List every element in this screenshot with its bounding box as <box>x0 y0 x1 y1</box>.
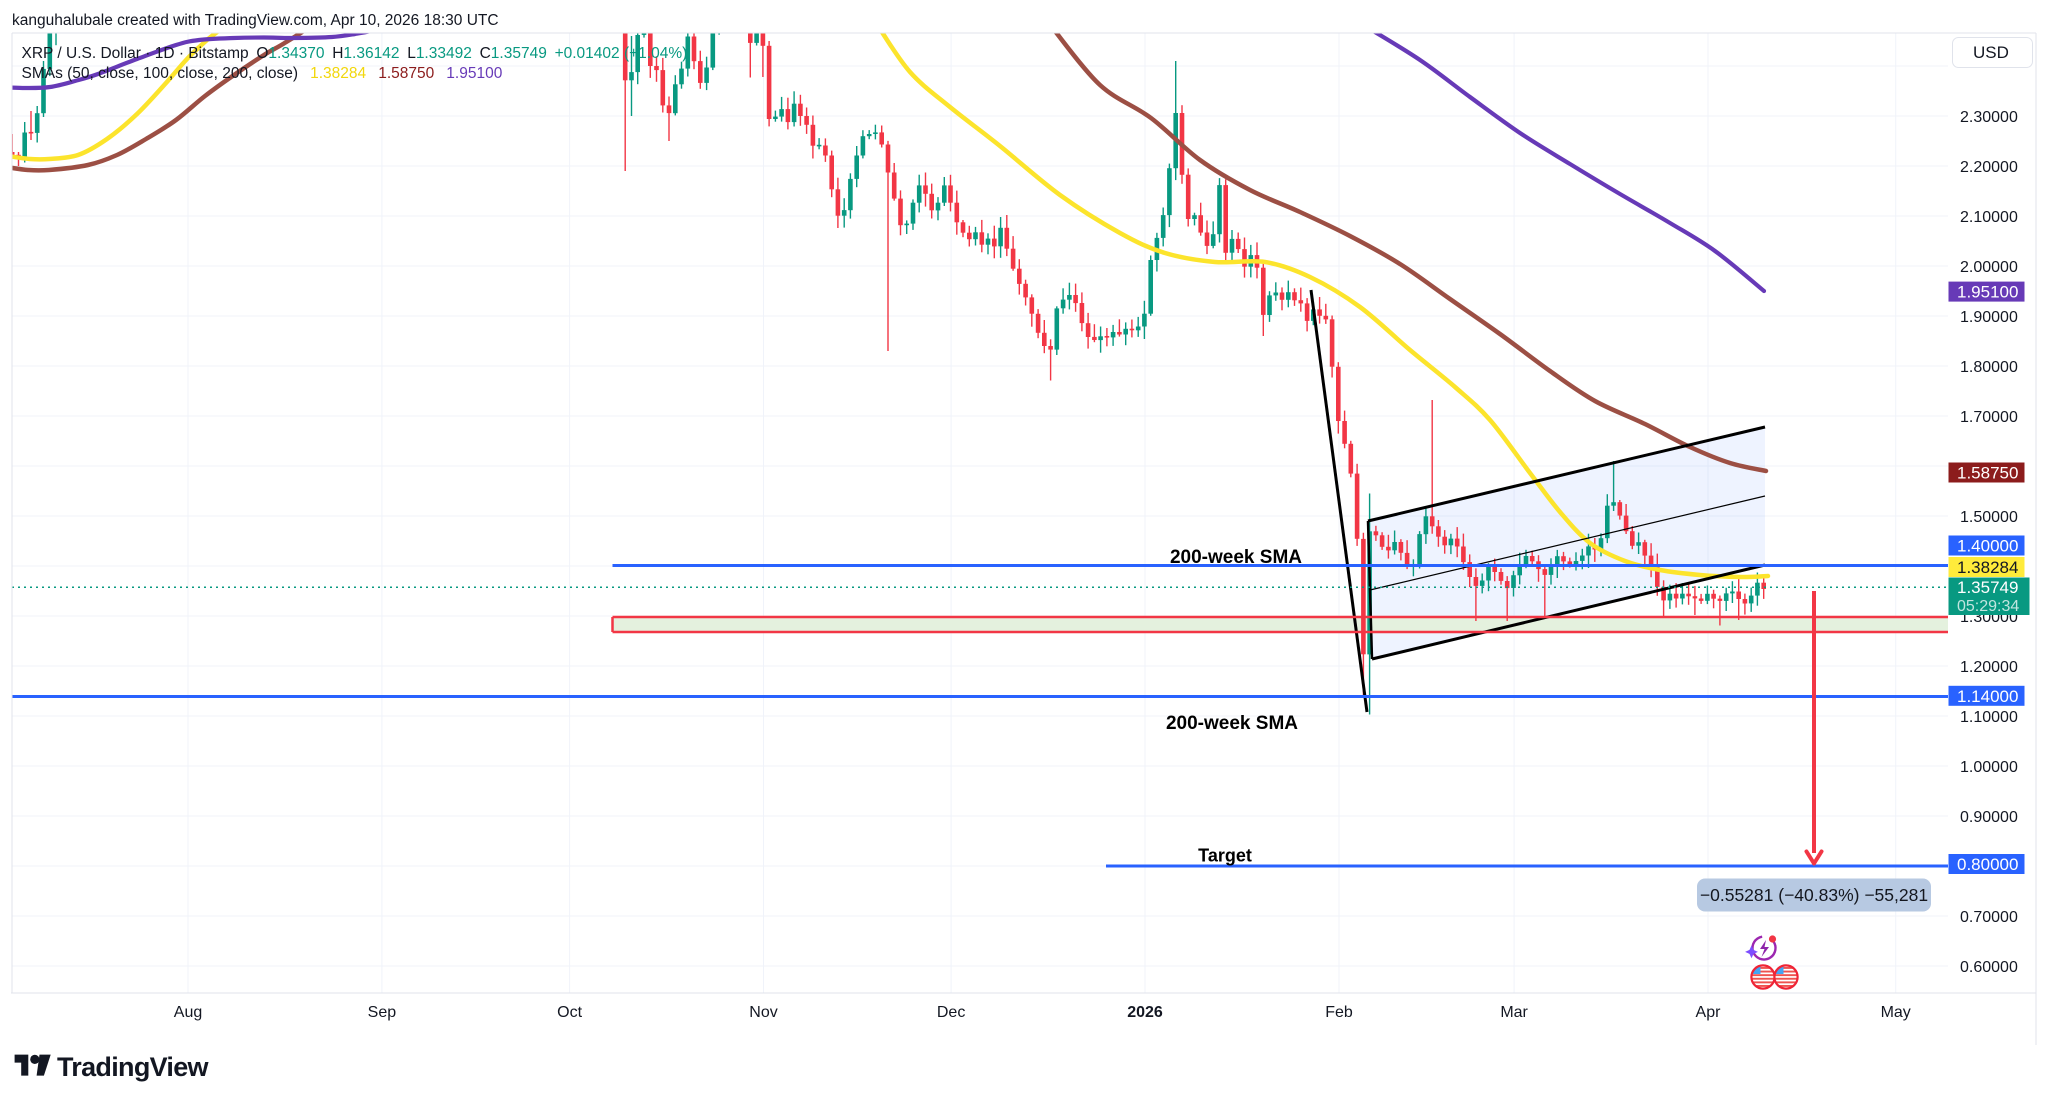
svg-text:2.10000: 2.10000 <box>1960 209 2018 226</box>
svg-text:0.90000: 0.90000 <box>1960 809 2018 826</box>
svg-text:1.35749: 1.35749 <box>1957 578 2018 597</box>
svg-text:Aug: Aug <box>174 1004 202 1021</box>
svg-text:Oct: Oct <box>557 1004 582 1021</box>
svg-text:2.30000: 2.30000 <box>1960 109 2018 126</box>
svg-text:Dec: Dec <box>937 1004 965 1021</box>
svg-text:Target: Target <box>1198 846 1252 866</box>
svg-text:1.95100: 1.95100 <box>1957 283 2018 302</box>
svg-text:1.50000: 1.50000 <box>1960 509 2018 526</box>
svg-text:1.40000: 1.40000 <box>1957 537 2018 556</box>
svg-text:−0.55281 (−40.83%) −55,281: −0.55281 (−40.83%) −55,281 <box>1700 885 1928 905</box>
svg-text:1.80000: 1.80000 <box>1960 359 2018 376</box>
svg-text:1.38284: 1.38284 <box>1957 558 2018 577</box>
svg-text:200-week SMA: 200-week SMA <box>1170 547 1302 568</box>
svg-text:Sep: Sep <box>368 1004 397 1021</box>
svg-text:1.58750: 1.58750 <box>1957 464 2018 483</box>
svg-text:Apr: Apr <box>1696 1004 1722 1021</box>
svg-text:1.00000: 1.00000 <box>1960 759 2018 776</box>
svg-text:Mar: Mar <box>1500 1004 1528 1021</box>
svg-text:2.00000: 2.00000 <box>1960 259 2018 276</box>
svg-text:Nov: Nov <box>749 1004 777 1021</box>
svg-text:2.20000: 2.20000 <box>1960 159 2018 176</box>
svg-text:200-week SMA: 200-week SMA <box>1166 713 1298 734</box>
svg-text:1.20000: 1.20000 <box>1960 659 2018 676</box>
svg-text:0.60000: 0.60000 <box>1960 959 2018 976</box>
svg-text:SMAs (50, close, 100, close, 2: SMAs (50, close, 100, close, 200, close)… <box>22 65 503 82</box>
svg-text:2026: 2026 <box>1127 1004 1163 1021</box>
svg-text:0.70000: 0.70000 <box>1960 909 2018 926</box>
svg-text:TradingView: TradingView <box>57 1052 210 1082</box>
svg-text:kanguhalubale created with Tra: kanguhalubale created with TradingView.c… <box>12 12 499 29</box>
svg-text:1.90000: 1.90000 <box>1960 309 2018 326</box>
svg-text:05:29:34: 05:29:34 <box>1957 598 2019 615</box>
svg-text:Feb: Feb <box>1325 1004 1353 1021</box>
svg-text:0.80000: 0.80000 <box>1957 855 2018 874</box>
svg-text:USD: USD <box>1973 43 2009 62</box>
svg-text:May: May <box>1881 1004 1911 1021</box>
svg-text:1.14000: 1.14000 <box>1957 687 2018 706</box>
svg-text:XRP / U.S. Dollar · 1D · Bitst: XRP / U.S. Dollar · 1D · Bitstamp O1.343… <box>22 45 688 62</box>
svg-text:1.70000: 1.70000 <box>1960 409 2018 426</box>
svg-text:1.10000: 1.10000 <box>1960 709 2018 726</box>
